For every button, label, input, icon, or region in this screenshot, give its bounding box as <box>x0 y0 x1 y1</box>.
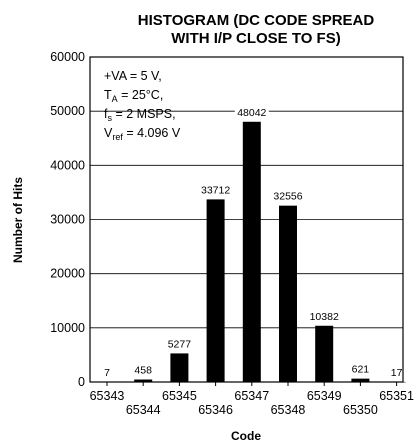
data-labels: 7 458 5277 33712 48042 32556 10382 621 17 <box>102 105 405 379</box>
y-axis-ticks: 0 10000 20000 30000 40000 50000 60000 <box>50 50 85 389</box>
bar <box>351 378 370 382</box>
x-tick-label: 65348 <box>271 403 306 417</box>
x-tick-label: 65349 <box>307 389 342 403</box>
bar <box>279 205 297 382</box>
data-label-background <box>271 189 305 203</box>
y-tick-label: 40000 <box>50 158 85 172</box>
data-label-background <box>234 105 269 119</box>
y-axis-label: Number of Hits <box>11 177 25 263</box>
plot-frame <box>89 56 404 383</box>
conditions-annotation: +VA = 5 V, TA = 25°C, fs = 2 MSPS, Vref … <box>104 69 181 142</box>
x-axis-label: Code <box>231 429 261 443</box>
data-label: 33712 <box>201 184 230 196</box>
data-label-background <box>307 309 342 323</box>
annotation-fs: fs = 2 MSPS, <box>104 107 176 123</box>
annotation-va: +VA = 5 V, <box>104 69 162 83</box>
data-label: 5277 <box>168 338 192 350</box>
data-label-background <box>102 365 112 379</box>
y-tick-label: 0 <box>78 375 85 389</box>
y-tick-label: 60000 <box>50 50 85 64</box>
data-label: 458 <box>134 365 152 377</box>
bar <box>242 121 261 383</box>
data-label: 10382 <box>310 311 339 323</box>
x-axis-ticks: 6534365344653456534665347653486534965350… <box>90 382 414 417</box>
data-label: 32556 <box>273 191 302 203</box>
annotation-vref: Vref = 4.096 V <box>104 126 181 142</box>
data-label-background <box>388 365 405 379</box>
y-tick-label: 20000 <box>50 267 85 281</box>
x-tick-label: 65344 <box>126 403 161 417</box>
bar <box>170 353 189 382</box>
chart-title-line1: HISTOGRAM (DC CODE SPREAD <box>138 12 375 29</box>
y-tick-label: 30000 <box>50 213 85 227</box>
data-label-background <box>349 362 372 376</box>
data-label-background <box>132 363 155 377</box>
y-tick-label: 10000 <box>50 321 85 335</box>
chart-title-line2: WITH I/P CLOSE TO FS) <box>171 30 340 47</box>
x-tick-label: 65347 <box>234 389 269 403</box>
data-label: 621 <box>352 364 370 376</box>
data-label: 7 <box>104 367 110 379</box>
annotation-ta: TA = 25°C, <box>104 88 163 104</box>
bar <box>206 199 225 382</box>
x-tick-label: 65346 <box>198 403 233 417</box>
x-tick-label: 65343 <box>90 389 125 403</box>
y-tick-label: 50000 <box>50 104 85 118</box>
x-tick-label: 65345 <box>162 389 197 403</box>
data-label-background <box>198 183 233 197</box>
x-tick-label: 65350 <box>343 403 378 417</box>
bars <box>98 121 406 383</box>
bar <box>315 325 334 382</box>
data-label: 48042 <box>237 107 266 119</box>
data-label-background <box>165 337 194 351</box>
x-tick-label: 65351 <box>379 389 414 403</box>
bar <box>134 379 153 382</box>
data-label: 17 <box>391 367 403 379</box>
